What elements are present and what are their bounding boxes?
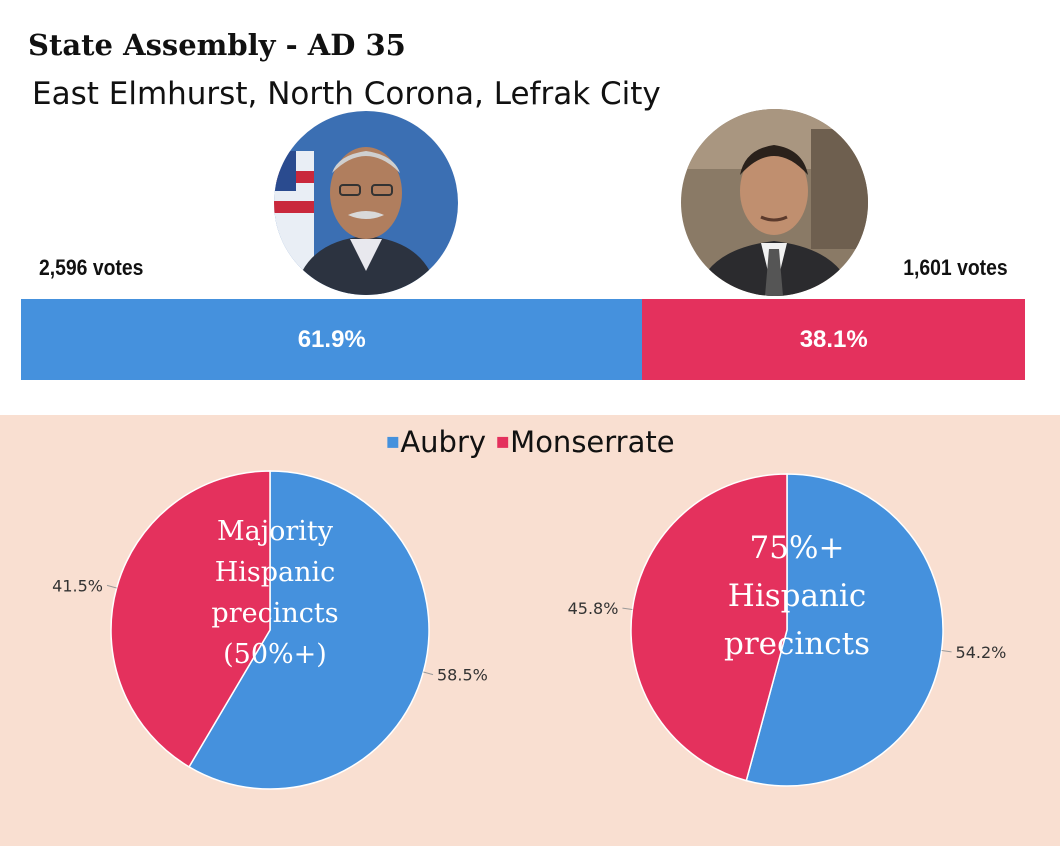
candidate-portrait-icon [274, 111, 458, 295]
legend-swatch-aubry: ▪ [385, 429, 401, 454]
candidate-portrait-icon [681, 109, 868, 296]
pie-2-value-label: 54.2% [956, 643, 1007, 662]
pie-1-value-label: 41.5% [52, 576, 103, 595]
pie-1-leader-line [106, 584, 117, 589]
candidate-1-share-label: 61.9% [297, 325, 366, 353]
page-title: State Assembly - AD 35 [28, 28, 406, 62]
pie-legend: ▪Aubry ▪Monserrate [0, 425, 1060, 459]
candidate-1-share-bar: 61.9% [21, 299, 643, 380]
page-subtitle: East Elmhurst, North Corona, Lefrak City [32, 76, 661, 112]
candidate-1-votes: 2,596 votes [39, 255, 144, 280]
pie-2-leader-line [941, 650, 952, 653]
legend-label-aubry: Aubry [400, 425, 487, 459]
pie-2-value-label: 45.8% [568, 599, 619, 618]
pie-2-slice-aubry [745, 473, 944, 787]
candidate-2-share-bar: 38.1% [642, 299, 1025, 380]
pie-2-leader-line [622, 607, 633, 610]
pie-1-leader-line [423, 671, 434, 676]
legend-swatch-monserrate: ▪ [495, 429, 511, 454]
pie-1-value-label: 58.5% [437, 666, 488, 685]
legend-label-monserrate: Monserrate [510, 425, 675, 459]
pie-1-center-label: Majority Hispanic precincts (50%+) [211, 516, 338, 670]
pie-2-center-label: 75%+ Hispanic precincts [724, 530, 870, 662]
candidate-2-votes: 1,601 votes [903, 255, 1008, 280]
candidate-2-share-label: 38.1% [799, 325, 868, 353]
pie-1-slice-aubry [188, 470, 430, 790]
